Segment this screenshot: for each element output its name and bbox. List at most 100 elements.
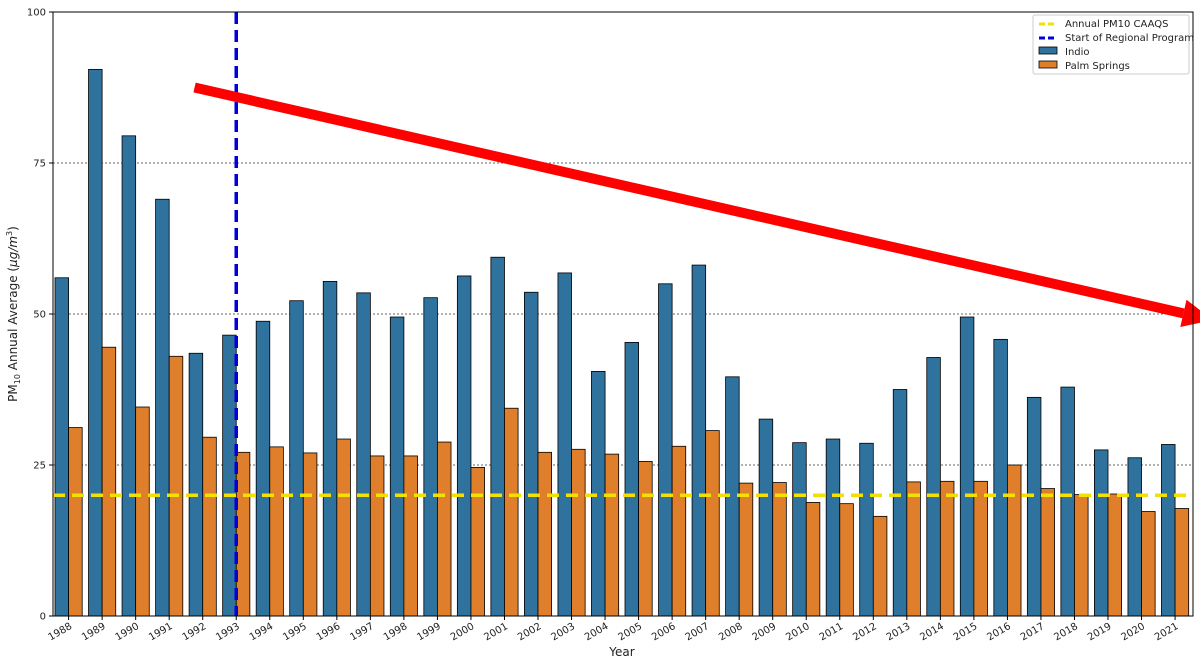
- bar-indio: [155, 198, 170, 617]
- bar-indio: [88, 68, 103, 617]
- bars: [54, 68, 1190, 617]
- bar-palm-springs: [571, 448, 586, 617]
- bar-indio: [490, 256, 505, 617]
- bar-palm-springs: [906, 481, 921, 617]
- bar-palm-springs: [336, 438, 351, 617]
- y-tick-label: 25: [33, 461, 46, 472]
- x-tick-label: 2010: [784, 621, 812, 643]
- x-tick-label: 2018: [1052, 621, 1080, 643]
- x-tick-label: 1999: [415, 621, 443, 643]
- bar-indio: [1060, 386, 1075, 617]
- x-tick-label: 2004: [583, 621, 611, 643]
- x-tick-label: 1991: [147, 621, 175, 643]
- bar-palm-springs: [805, 502, 821, 617]
- bar-palm-springs: [839, 503, 854, 617]
- x-tick-label: 2017: [1019, 621, 1047, 643]
- y-tick-label: 50: [33, 310, 46, 321]
- x-tick-label: 2011: [818, 621, 846, 643]
- bar-palm-springs: [604, 453, 620, 617]
- x-tick-label: 2005: [617, 621, 645, 643]
- bar-indio: [188, 352, 204, 617]
- bar-indio: [289, 300, 304, 617]
- trend-arrow-head: [1180, 299, 1200, 327]
- bar-palm-springs: [504, 407, 519, 617]
- bar-indio: [423, 297, 438, 617]
- legend-indio-swatch: [1038, 46, 1058, 55]
- x-tick-label: 2001: [482, 621, 510, 643]
- x-tick-label: 2008: [717, 621, 745, 643]
- x-tick-label: 1993: [214, 621, 242, 643]
- x-tick-label: 2016: [985, 621, 1013, 643]
- bar-indio: [758, 418, 774, 617]
- bar-indio: [1161, 444, 1176, 617]
- x-tick-label: 1995: [281, 621, 309, 643]
- bar-indio: [892, 389, 908, 617]
- bar-palm-springs: [638, 460, 653, 617]
- x-tick-label: 1998: [382, 621, 410, 643]
- bar-indio: [624, 341, 640, 617]
- legend: Annual PM10 CAAQS Start of Regional Prog…: [1032, 14, 1194, 75]
- x-tick-label: 2002: [516, 621, 544, 643]
- x-tick-label: 2007: [684, 621, 712, 643]
- bar-palm-springs: [302, 452, 318, 617]
- bar-indio: [993, 338, 1008, 617]
- bar-palm-springs: [101, 346, 117, 617]
- legend-indio-label: Indio: [1065, 47, 1090, 58]
- x-axis-title: Year: [608, 645, 634, 659]
- bar-indio: [1094, 449, 1109, 617]
- bar-indio: [222, 334, 237, 617]
- x-tick-label: 2000: [449, 621, 477, 643]
- x-tick-label: 2019: [1086, 621, 1114, 643]
- x-tick-label: 1988: [47, 621, 75, 643]
- bar-palm-springs: [135, 406, 150, 617]
- bar-indio: [456, 275, 472, 617]
- bar-palm-springs: [1074, 494, 1089, 617]
- bar-palm-springs: [1141, 511, 1156, 617]
- bar-palm-springs: [437, 441, 452, 617]
- y-tick-label: 0: [40, 612, 46, 623]
- bar-indio: [926, 357, 941, 617]
- bar-indio: [691, 264, 707, 617]
- legend-palm-springs-label: Palm Springs: [1065, 61, 1130, 72]
- x-tick-label: 1992: [181, 621, 209, 643]
- x-tick-label: 2012: [851, 621, 879, 643]
- y-tick-label: 100: [27, 8, 46, 19]
- x-tick-label: 2021: [1153, 621, 1181, 643]
- x-tick-label: 2003: [549, 621, 577, 643]
- x-tick-label: 1996: [315, 621, 343, 643]
- bar-palm-springs: [537, 451, 553, 617]
- bar-palm-springs: [705, 430, 720, 617]
- bar-indio: [389, 316, 405, 617]
- bar-palm-springs: [235, 451, 251, 617]
- trend-arrow-shaft: [193, 82, 1185, 319]
- bar-palm-springs: [939, 480, 955, 617]
- bar-indio: [356, 292, 371, 617]
- y-axis-title: PM10 Annual Average (μg/m3): [5, 226, 22, 402]
- y-tick-label: 75: [33, 159, 46, 170]
- trend-arrow: [193, 82, 1200, 327]
- bar-palm-springs: [1007, 464, 1022, 617]
- bar-indio: [322, 280, 338, 617]
- bar-indio: [1026, 396, 1042, 617]
- bar-indio: [792, 442, 807, 617]
- legend-palm-springs-swatch: [1038, 60, 1058, 69]
- bar-palm-springs: [738, 482, 754, 617]
- legend-box: [1032, 14, 1190, 75]
- bar-palm-springs: [68, 427, 83, 617]
- bar-palm-springs: [369, 455, 385, 617]
- bar-palm-springs: [1107, 493, 1123, 617]
- bar-indio: [859, 442, 874, 617]
- bar-indio: [54, 277, 70, 617]
- x-axis-ticks: 1988 1989 1990 1991 1992 1993 1994 1995 1996 1997…: [47, 616, 1181, 643]
- bar-palm-springs: [403, 455, 418, 617]
- x-tick-label: 2013: [885, 621, 913, 643]
- x-tick-label: 2009: [751, 621, 779, 643]
- bar-palm-springs: [671, 445, 687, 617]
- x-tick-label: 1994: [248, 621, 276, 643]
- bar-palm-springs: [1174, 508, 1190, 617]
- bar-indio: [825, 438, 841, 617]
- bar-indio: [658, 283, 673, 617]
- y-axis-ticks: 0 25 50 75 100: [27, 8, 53, 623]
- bar-palm-springs: [269, 446, 284, 617]
